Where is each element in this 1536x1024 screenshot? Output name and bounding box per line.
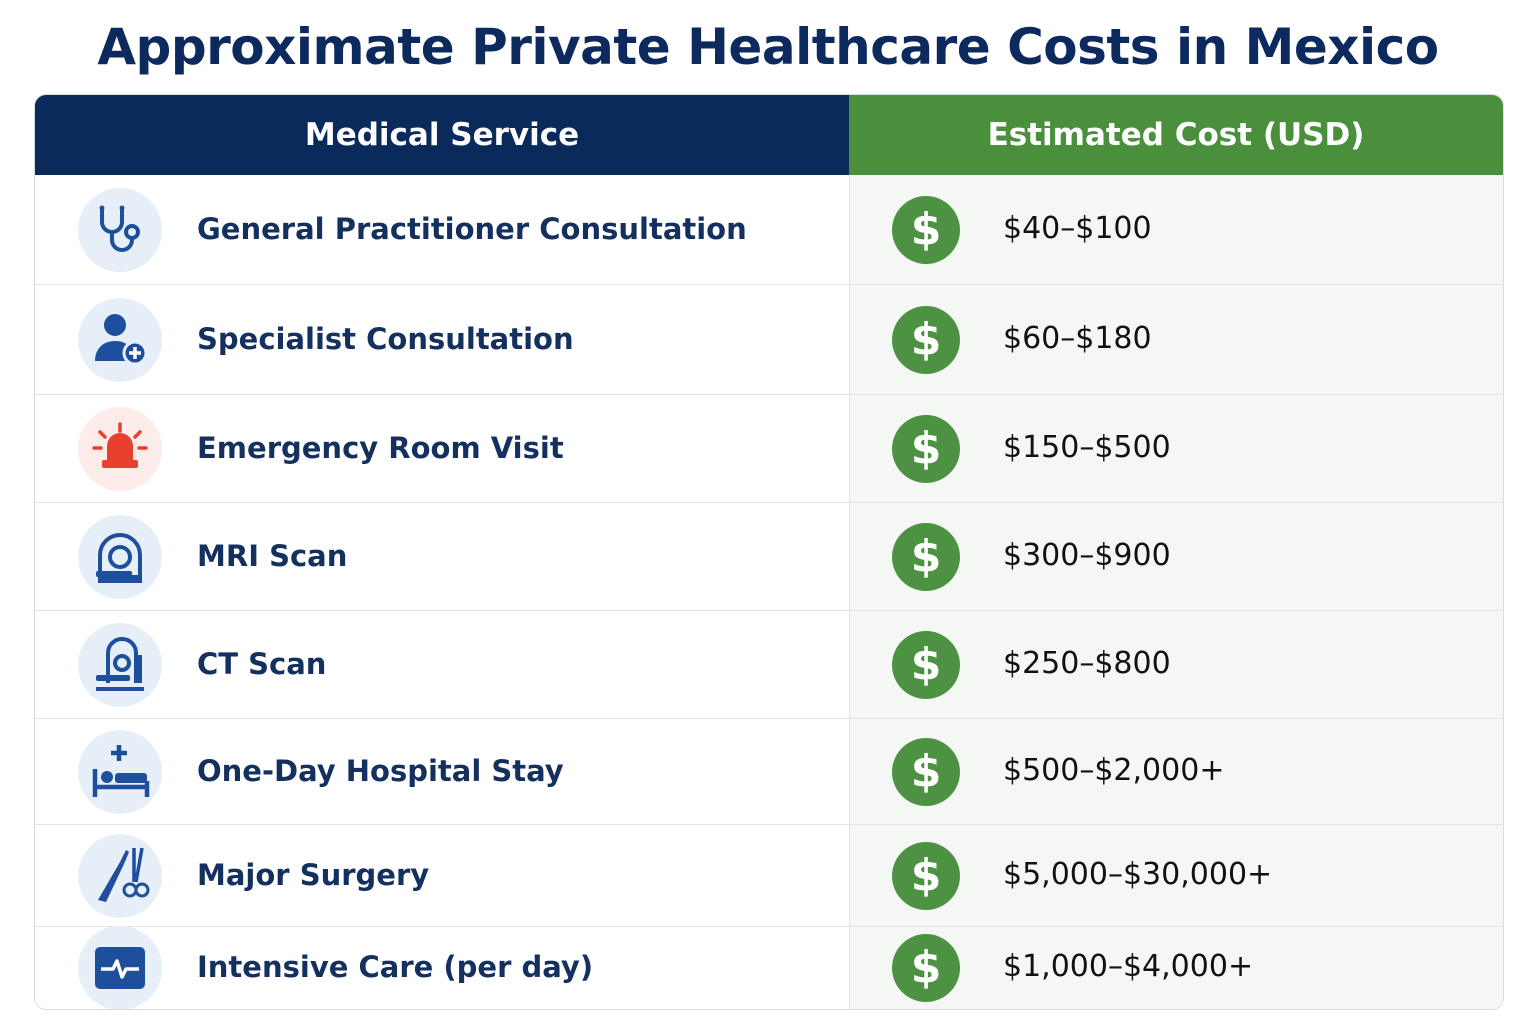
table-row: Major Surgery $ $5,000–$30,000+ [35, 825, 1503, 927]
table-row: Intensive Care (per day) $ $1,000–$4,000+ [35, 926, 1503, 1009]
cost-value: $60–$180 [1003, 321, 1152, 356]
table-row: General Practitioner Consultation $ $40–$1… [35, 175, 1503, 285]
page-title: Approximate Private Healthcare Costs in … [97, 18, 1439, 76]
service-label: MRI Scan [197, 539, 348, 573]
stethoscope-icon [78, 188, 162, 272]
hospital-bed-icon [78, 730, 162, 814]
cost-value: $5,000–$30,000+ [1003, 857, 1273, 892]
table-header: Medical Service Estimated Cost (USD) [35, 95, 1503, 175]
mri-scanner-icon [78, 515, 162, 599]
dollar-icon: $ [892, 934, 960, 1002]
row-divider [35, 824, 1503, 825]
service-label: CT Scan [197, 647, 327, 681]
row-divider [35, 284, 1503, 285]
service-label: Specialist Consultation [197, 322, 574, 356]
service-label: Emergency Room Visit [197, 431, 564, 465]
row-divider [35, 718, 1503, 719]
dollar-icon: $ [892, 738, 960, 806]
cost-value: $1,000–$4,000+ [1003, 949, 1254, 984]
dollar-icon: $ [892, 631, 960, 699]
row-divider [35, 394, 1503, 395]
cost-value: $150–$500 [1003, 430, 1171, 465]
cost-value: $300–$900 [1003, 538, 1171, 573]
table-row: Emergency Room Visit $ $150–$500 [35, 395, 1503, 503]
column-header-cost: Estimated Cost (USD) [849, 95, 1503, 175]
ct-scanner-icon [78, 623, 162, 707]
row-divider [35, 502, 1503, 503]
table-row: Specialist Consultation $ $60–$180 [35, 285, 1503, 395]
heart-monitor-icon [78, 926, 162, 1009]
row-divider [35, 610, 1503, 611]
cost-value: $250–$800 [1003, 646, 1171, 681]
table-row: CT Scan $ $250–$800 [35, 611, 1503, 719]
service-label: One-Day Hospital Stay [197, 754, 564, 788]
doctor-plus-icon [78, 298, 162, 382]
dollar-icon: $ [892, 523, 960, 591]
dollar-icon: $ [892, 196, 960, 264]
service-label: General Practitioner Consultation [197, 212, 747, 246]
service-label: Intensive Care (per day) [197, 950, 594, 984]
column-header-service: Medical Service [35, 95, 849, 175]
cost-table: Medical Service Estimated Cost (USD) Gen… [34, 94, 1504, 1010]
dollar-icon: $ [892, 842, 960, 910]
row-divider [35, 926, 1503, 927]
service-label: Major Surgery [197, 858, 430, 892]
dollar-icon: $ [892, 415, 960, 483]
cost-value: $500–$2,000+ [1003, 753, 1225, 788]
siren-icon [78, 407, 162, 491]
cost-value: $40–$100 [1003, 211, 1152, 246]
dollar-icon: $ [892, 306, 960, 374]
table-row: MRI Scan $ $300–$900 [35, 503, 1503, 611]
scalpel-scissors-icon [78, 834, 162, 918]
table-row: One-Day Hospital Stay $ $500–$2,000+ [35, 719, 1503, 825]
